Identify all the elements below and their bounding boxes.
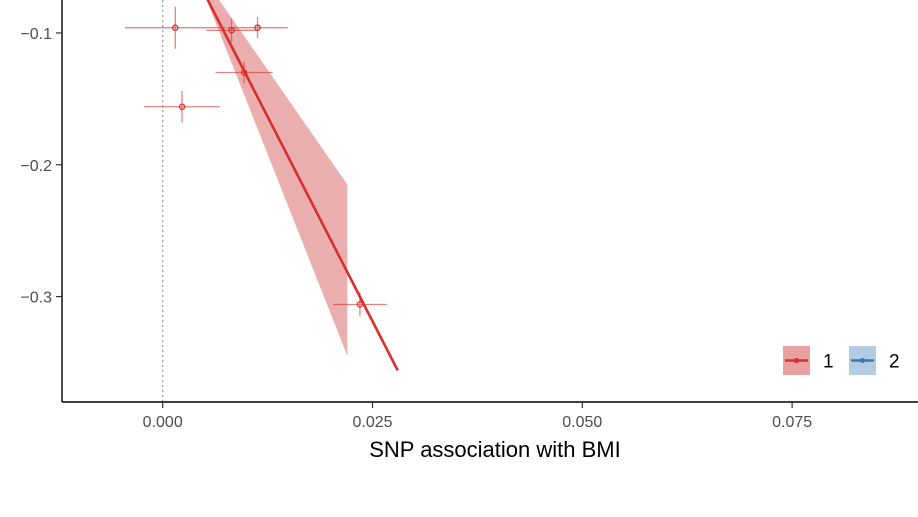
data-point	[356, 301, 364, 308]
legend-label: 2	[889, 352, 900, 373]
x-axis-title: SNP association with BMI	[369, 437, 620, 462]
fit-lines	[206, 0, 399, 371]
x-tick-label: 0.050	[562, 414, 602, 431]
x-axis-ticks: 0.000 0.025 0.050 0.075	[143, 402, 812, 431]
data-point	[240, 69, 248, 76]
confidence-bands	[206, 0, 348, 356]
confidence-band	[206, 0, 348, 356]
x-tick-label: 0.000	[143, 414, 183, 431]
y-tick-label: −0.1	[20, 26, 52, 43]
x-tick-label: 0.025	[352, 414, 392, 431]
plot-area	[124, 0, 399, 402]
data-point	[178, 103, 186, 111]
y-tick-label: −0.2	[20, 158, 52, 175]
y-axis-ticks: −0.1 −0.2 −0.3	[20, 26, 62, 307]
axes	[61, 0, 918, 403]
data-point	[254, 24, 261, 31]
y-tick-label: −0.3	[20, 290, 52, 307]
legend-label: 1	[823, 352, 834, 373]
legend-key-point	[859, 357, 866, 364]
data-point	[172, 24, 179, 31]
fit-line	[206, 0, 399, 371]
data-point	[228, 27, 235, 34]
legend-key-point	[793, 357, 800, 364]
data-points	[172, 24, 364, 308]
x-tick-label: 0.075	[772, 414, 812, 431]
